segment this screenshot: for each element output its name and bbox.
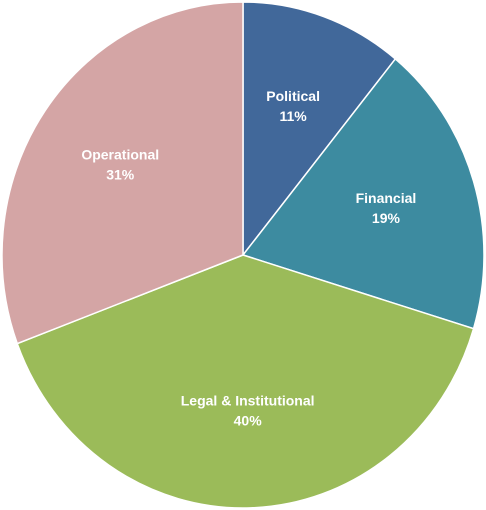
- slice-value-label: 40%: [234, 412, 263, 428]
- slice-value-label: 11%: [280, 108, 308, 124]
- slice-value-label: 31%: [106, 166, 135, 182]
- pie-slice: [1, 1, 244, 345]
- pie-slice: [16, 254, 475, 509]
- pie-slice: [241, 57, 485, 330]
- slice-label: Political: [266, 88, 320, 104]
- slice-label: Operational: [81, 146, 159, 162]
- slice-value-label: 19%: [372, 210, 401, 226]
- pie-slice: [242, 1, 397, 258]
- slice-label: Financial: [356, 190, 417, 206]
- slice-label: Legal & Institutional: [181, 392, 315, 408]
